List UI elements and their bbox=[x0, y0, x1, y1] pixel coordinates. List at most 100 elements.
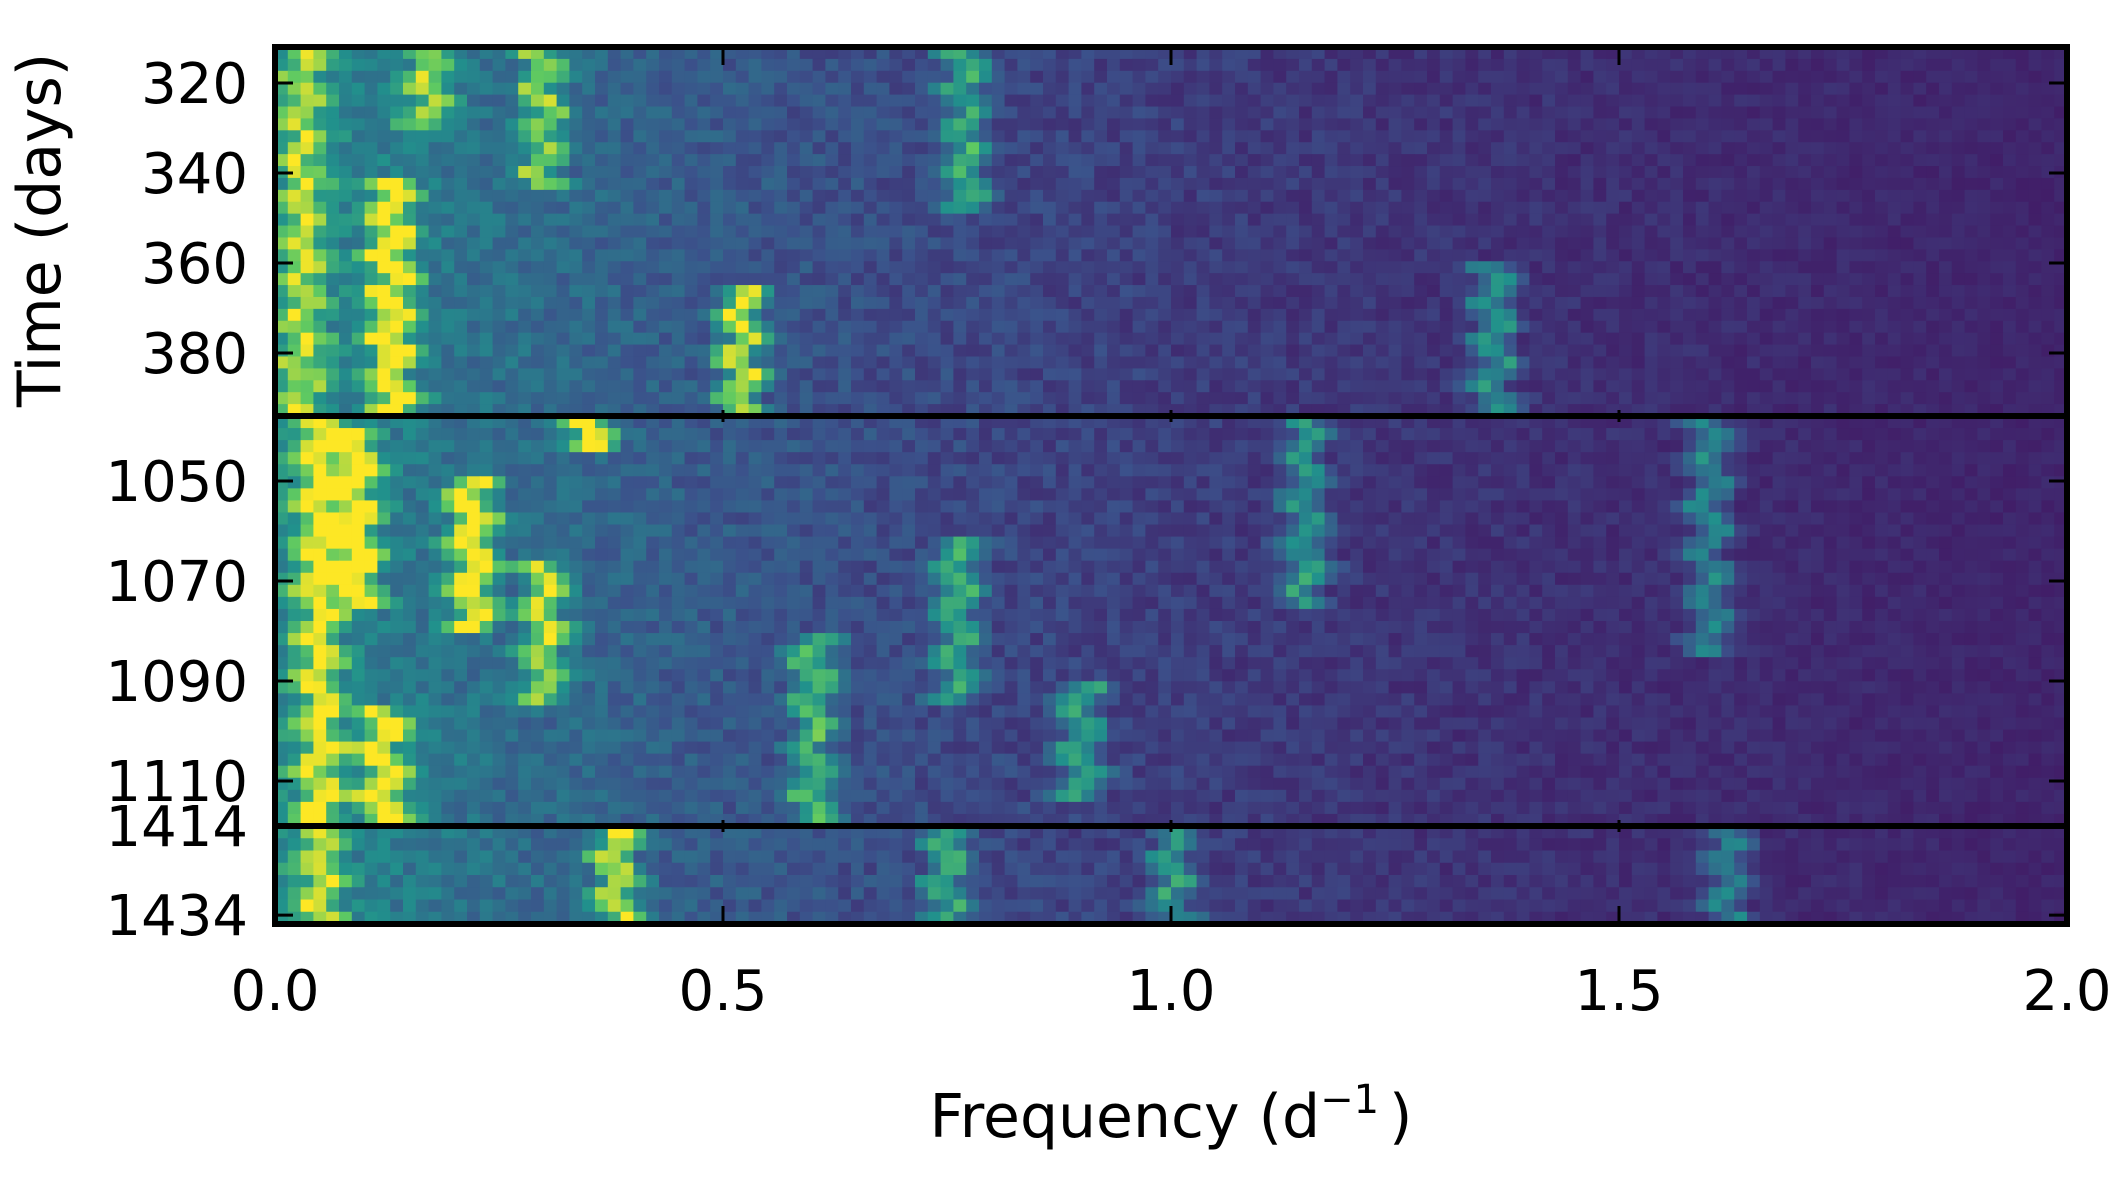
heatmap-cell bbox=[633, 177, 647, 191]
heatmap-cell bbox=[1708, 332, 1722, 346]
heatmap-cell bbox=[953, 308, 967, 322]
heatmap-cell bbox=[1721, 296, 1735, 310]
heatmap-cell bbox=[377, 392, 391, 405]
heatmap-cell bbox=[326, 356, 340, 369]
heatmap-cell bbox=[428, 82, 442, 96]
heatmap-cell bbox=[428, 440, 442, 453]
heatmap-cell bbox=[1977, 213, 1991, 227]
heatmap-cell bbox=[569, 142, 583, 155]
heatmap-cell bbox=[735, 285, 750, 298]
heatmap-cell bbox=[1350, 237, 1364, 250]
heatmap-cell bbox=[1452, 189, 1466, 203]
heatmap-cell bbox=[1452, 58, 1466, 72]
heatmap-cell bbox=[607, 249, 622, 262]
heatmap-cell bbox=[428, 47, 442, 60]
heatmap-cell bbox=[620, 154, 634, 167]
heatmap-cell bbox=[1363, 58, 1377, 72]
heatmap-cell bbox=[326, 320, 340, 334]
heatmap-cell bbox=[1286, 58, 1300, 72]
heatmap-cell bbox=[1043, 440, 1057, 453]
heatmap-cell bbox=[1951, 261, 1966, 274]
heatmap-cell bbox=[492, 225, 506, 239]
heatmap-cell bbox=[876, 380, 890, 393]
heatmap-cell bbox=[1772, 332, 1786, 346]
heatmap-cell bbox=[1183, 106, 1198, 120]
heatmap-cell bbox=[1951, 106, 1966, 120]
heatmap-cell bbox=[479, 106, 494, 120]
heatmap-cell bbox=[1785, 177, 1799, 191]
heatmap-cell bbox=[1247, 189, 1262, 203]
heatmap-cell bbox=[1311, 47, 1326, 60]
heatmap-cell bbox=[723, 201, 737, 215]
heatmap-cell bbox=[1119, 308, 1134, 322]
heatmap-cell bbox=[1107, 142, 1121, 155]
heatmap-cell bbox=[1503, 118, 1518, 131]
heatmap-cell bbox=[1350, 392, 1364, 405]
heatmap-cell bbox=[1247, 273, 1262, 286]
heatmap-cell bbox=[1260, 332, 1274, 346]
heatmap-cell bbox=[1004, 344, 1018, 358]
heatmap-cell bbox=[1299, 106, 1313, 120]
heatmap-cell bbox=[1401, 356, 1415, 369]
heatmap-cell bbox=[659, 344, 673, 358]
heatmap-cell bbox=[377, 201, 391, 215]
heatmap-cell bbox=[1939, 308, 1953, 322]
heatmap-cell bbox=[582, 225, 596, 239]
heatmap-cell bbox=[1145, 82, 1159, 96]
heatmap-cell bbox=[863, 440, 878, 453]
heatmap-cell bbox=[902, 440, 916, 453]
heatmap-cell bbox=[799, 428, 814, 441]
heatmap-cell bbox=[1478, 82, 1492, 96]
heatmap-cell bbox=[505, 189, 519, 203]
heatmap-cell bbox=[582, 464, 596, 477]
heatmap-cell bbox=[1375, 380, 1390, 393]
heatmap-cell bbox=[1452, 130, 1466, 143]
heatmap-cell bbox=[1324, 392, 1338, 405]
heatmap-cell bbox=[1951, 225, 1966, 239]
heatmap-cell bbox=[1491, 201, 1505, 215]
heatmap-cell bbox=[1606, 106, 1620, 120]
heatmap-cell bbox=[1299, 452, 1313, 465]
heatmap-cell bbox=[1222, 285, 1236, 298]
heatmap-cell bbox=[812, 213, 826, 227]
heatmap-cell bbox=[595, 273, 609, 286]
heatmap-cell bbox=[518, 58, 532, 72]
heatmap-cell bbox=[1580, 177, 1594, 191]
heatmap-cell bbox=[684, 452, 698, 465]
heatmap-cell bbox=[415, 296, 430, 310]
heatmap-cell bbox=[838, 130, 852, 143]
heatmap-cell bbox=[748, 47, 762, 60]
heatmap-cell bbox=[787, 332, 801, 346]
heatmap-cell bbox=[415, 261, 430, 274]
heatmap-cell bbox=[339, 249, 353, 262]
heatmap-cell bbox=[1747, 47, 1761, 60]
heatmap-cell bbox=[1977, 189, 1991, 203]
heatmap-cell bbox=[1631, 416, 1646, 429]
heatmap-cell bbox=[1683, 296, 1697, 310]
heatmap-cell bbox=[1350, 380, 1364, 393]
heatmap-cell bbox=[1721, 70, 1735, 84]
heatmap-cell bbox=[876, 428, 890, 441]
heatmap-cell bbox=[1491, 285, 1505, 298]
heatmap-cell bbox=[2028, 225, 2042, 239]
heatmap-cell bbox=[300, 237, 314, 250]
heatmap-cell bbox=[1478, 440, 1492, 453]
heatmap-cell bbox=[1811, 177, 1825, 191]
heatmap-cell bbox=[531, 368, 545, 381]
heatmap-cell bbox=[300, 142, 314, 155]
heatmap-cell bbox=[979, 464, 993, 477]
heatmap-cell bbox=[1823, 70, 1838, 84]
heatmap-cell bbox=[1401, 440, 1415, 453]
heatmap-cell bbox=[1887, 106, 1902, 120]
heatmap-cell bbox=[1849, 380, 1863, 393]
heatmap-cell bbox=[1043, 356, 1057, 369]
heatmap-cell bbox=[1913, 285, 1927, 298]
heatmap-cell bbox=[953, 154, 967, 167]
heatmap-cell bbox=[1670, 225, 1684, 239]
heatmap-cell bbox=[2003, 440, 2017, 453]
heatmap-cell bbox=[1644, 296, 1658, 310]
heatmap-cell bbox=[966, 368, 980, 381]
heatmap-cell bbox=[710, 130, 724, 143]
heatmap-cell bbox=[1721, 166, 1735, 179]
heatmap-cell bbox=[1414, 249, 1428, 262]
